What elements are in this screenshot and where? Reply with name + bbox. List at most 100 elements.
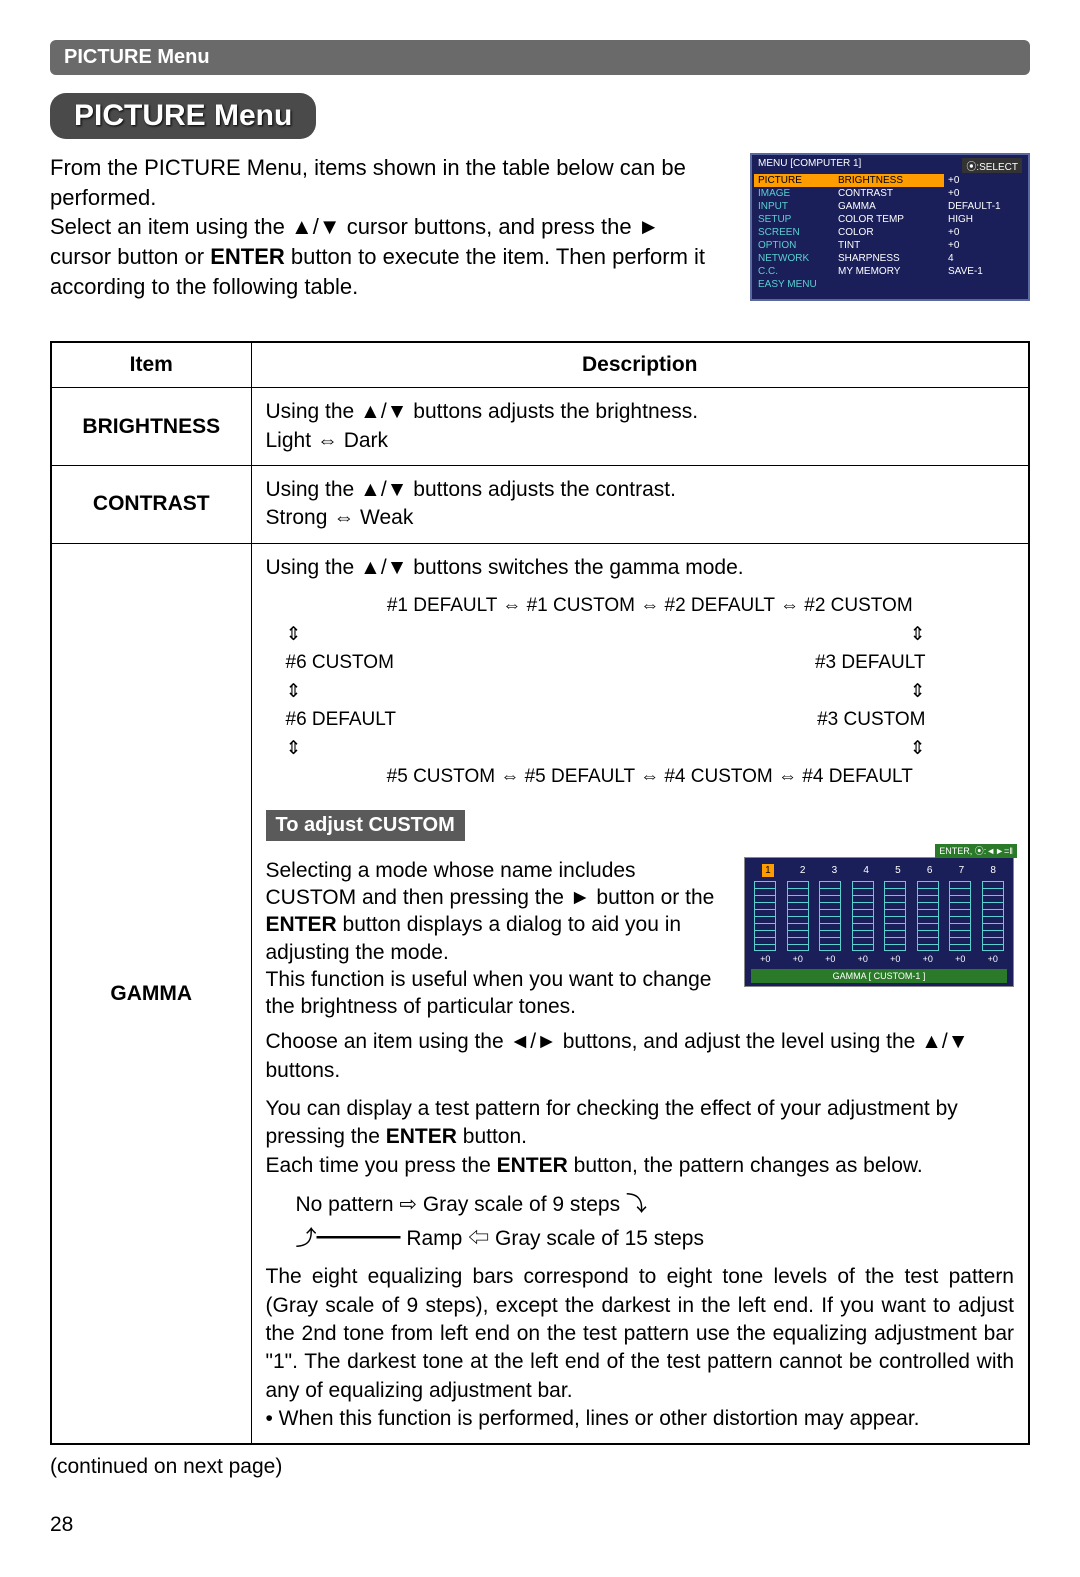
- desc-gamma: Using the ▲/▼ buttons switches the gamma…: [251, 543, 1029, 1444]
- cycle-row: #3 CUSTOM: [626, 706, 926, 735]
- osd-item: OPTION: [754, 239, 834, 252]
- osd-item: SCREEN: [754, 226, 834, 239]
- osd-item: DEFAULT-1: [944, 200, 1026, 213]
- osd-item: +0: [944, 226, 1026, 239]
- eq-val: +0: [923, 953, 933, 965]
- osd-item: COLOR TEMP: [834, 213, 944, 226]
- cycle-arrow: ⇕: [626, 735, 926, 764]
- eq-val: +0: [760, 953, 770, 965]
- eq-val: +0: [793, 953, 803, 965]
- eq-num: 7: [959, 864, 965, 878]
- osd-screenshot: MENU [COMPUTER 1] ⦿:SELECT PICTURE IMAGE…: [750, 153, 1030, 301]
- cycle-arrow: ⇕: [626, 621, 926, 650]
- eq-label: ENTER, ⦿:◄►=‖: [935, 844, 1017, 858]
- gamma-intro: Using the ▲/▼ buttons switches the gamma…: [266, 554, 1015, 582]
- eq-num: 4: [863, 864, 869, 878]
- osd-item: CONTRAST: [834, 187, 944, 200]
- eq-footer: GAMMA [ CUSTOM-1 ]: [751, 969, 1007, 983]
- desc-text: Using the ▲/▼ buttons adjusts the bright…: [266, 400, 699, 423]
- eq-num: 6: [927, 864, 933, 878]
- cycle-row: #6 CUSTOM: [286, 649, 626, 678]
- cycle-row: #6 DEFAULT: [286, 706, 626, 735]
- pattern-line: No pattern ⇨ Gray scale of 9 steps ⤵: [296, 1193, 647, 1216]
- th-item: Item: [51, 342, 251, 388]
- eq-num: 3: [832, 864, 838, 878]
- continued-note: (continued on next page): [50, 1455, 1030, 1479]
- osd-item: MY MEMORY: [834, 265, 944, 278]
- gamma-bars-text: The eight equalizing bars correspond to …: [266, 1263, 1015, 1405]
- eq-num: 8: [990, 864, 996, 878]
- eq-nums: 1 2 3 4 5 6 7 8: [751, 864, 1007, 878]
- equalizer-graphic: ENTER, ⦿:◄►=‖ 1 2 3 4 5 6 7 8: [744, 857, 1014, 987]
- gamma-test: You can display a test pattern for check…: [266, 1095, 1015, 1180]
- desc-text: Using the ▲/▼ buttons adjusts the contra…: [266, 478, 676, 501]
- eq-val: +0: [890, 953, 900, 965]
- osd-item: NETWORK: [754, 252, 834, 265]
- pattern-cycle: No pattern ⇨ Gray scale of 9 steps ⤵ ⤴━━…: [296, 1188, 1015, 1255]
- osd-item: SAVE-1: [944, 265, 1026, 278]
- osd-item: BRIGHTNESS: [834, 174, 944, 187]
- osd-item: SETUP: [754, 213, 834, 226]
- desc-text: Light ⇔ Dark: [266, 429, 389, 452]
- eq-val: +0: [988, 953, 998, 965]
- osd-item: PICTURE: [754, 174, 834, 187]
- desc-brightness: Using the ▲/▼ buttons adjusts the bright…: [251, 388, 1029, 466]
- desc-text: Strong ⇔ Weak: [266, 506, 414, 529]
- pattern-line: ⤴━━━━ Ramp ⇦ Gray scale of 15 steps: [296, 1227, 704, 1250]
- osd-item: EASY MENU: [754, 278, 834, 291]
- osd-header-left: MENU [COMPUTER 1]: [758, 158, 861, 173]
- osd-item: +0: [944, 174, 1026, 187]
- th-desc: Description: [251, 342, 1029, 388]
- osd-item: +0: [944, 239, 1026, 252]
- eq-bar: [982, 881, 1004, 951]
- cycle-row: #3 DEFAULT: [626, 649, 926, 678]
- cycle-arrow: ⇕: [286, 678, 626, 707]
- custom-text: Selecting a mode whose name includes CUS…: [266, 857, 731, 1021]
- gamma-choose: Choose an item using the ◄/► buttons, an…: [266, 1028, 1015, 1085]
- gamma-cycle: #1 DEFAULT ⇔ #1 CUSTOM ⇔ #2 DEFAULT ⇔ #2…: [286, 592, 1015, 792]
- item-contrast: CONTRAST: [51, 466, 251, 544]
- cycle-row: #5 CUSTOM ⇔ #5 DEFAULT ⇔ #4 CUSTOM ⇔ #4 …: [286, 763, 1015, 792]
- osd-item: SHARPNESS: [834, 252, 944, 265]
- eq-bar: [949, 881, 971, 951]
- eq-bars: [751, 881, 1007, 951]
- osd-item: +0: [944, 187, 1026, 200]
- eq-num: 2: [800, 864, 806, 878]
- item-brightness: BRIGHTNESS: [51, 388, 251, 466]
- osd-item: 4: [944, 252, 1026, 265]
- eq-vals: +0 +0 +0 +0 +0 +0 +0 +0: [751, 953, 1007, 965]
- page-number: 28: [50, 1513, 1030, 1537]
- header-bar: PICTURE Menu: [50, 40, 1030, 75]
- osd-col2: BRIGHTNESS CONTRAST GAMMA COLOR TEMP COL…: [834, 174, 944, 291]
- osd-col3: +0 +0 DEFAULT-1 HIGH +0 +0 4 SAVE-1: [944, 174, 1026, 291]
- intro-row: From the PICTURE Menu, items shown in th…: [50, 153, 1030, 301]
- eq-val: +0: [955, 953, 965, 965]
- osd-col1: PICTURE IMAGE INPUT SETUP SCREEN OPTION …: [754, 174, 834, 291]
- eq-val: +0: [858, 953, 868, 965]
- osd-item: IMAGE: [754, 187, 834, 200]
- osd-item: GAMMA: [834, 200, 944, 213]
- eq-bar: [754, 881, 776, 951]
- eq-bar: [917, 881, 939, 951]
- settings-table: Item Description BRIGHTNESS Using the ▲/…: [50, 341, 1030, 1445]
- osd-item: INPUT: [754, 200, 834, 213]
- osd-header-right: ⦿:SELECT: [962, 158, 1022, 173]
- eq-bar: [819, 881, 841, 951]
- eq-num: 1: [762, 864, 774, 878]
- eq-bar: [852, 881, 874, 951]
- desc-contrast: Using the ▲/▼ buttons adjusts the contra…: [251, 466, 1029, 544]
- gamma-note: • When this function is performed, lines…: [266, 1405, 1015, 1433]
- eq-val: +0: [825, 953, 835, 965]
- section-title: PICTURE Menu: [50, 93, 316, 139]
- gamma-subhead: To adjust CUSTOM: [266, 810, 465, 841]
- cycle-row: #1 DEFAULT ⇔ #1 CUSTOM ⇔ #2 DEFAULT ⇔ #2…: [286, 592, 1015, 621]
- item-gamma: GAMMA: [51, 543, 251, 1444]
- intro-text: From the PICTURE Menu, items shown in th…: [50, 153, 720, 301]
- cycle-arrow: ⇕: [286, 735, 626, 764]
- osd-item: HIGH: [944, 213, 1026, 226]
- osd-item: C.C.: [754, 265, 834, 278]
- custom-row: Selecting a mode whose name includes CUS…: [266, 857, 1015, 1021]
- eq-num: 5: [895, 864, 901, 878]
- osd-item: TINT: [834, 239, 944, 252]
- cycle-arrow: ⇕: [626, 678, 926, 707]
